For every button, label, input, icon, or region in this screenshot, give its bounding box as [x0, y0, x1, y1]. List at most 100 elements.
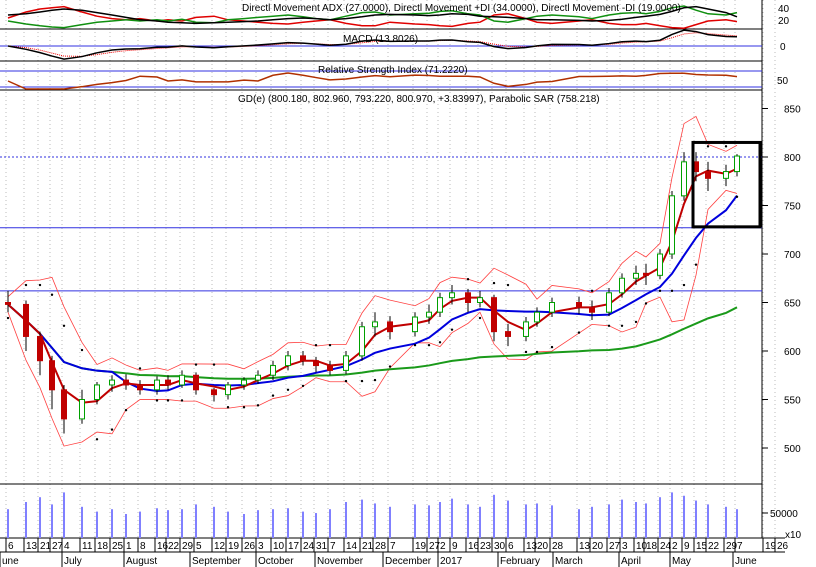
- y-tick-label: 700: [784, 250, 801, 261]
- parabolic-sar-dot: [607, 324, 611, 327]
- volume-bar: [707, 504, 709, 538]
- x-tick-label: 12: [214, 541, 226, 552]
- rsi-title: Relative Strength Index (71.2220): [318, 65, 468, 76]
- x-tick-label: 19: [415, 541, 427, 552]
- y-tick-label: 850: [784, 105, 801, 116]
- candle-body: [505, 331, 511, 337]
- parabolic-sar-dot: [314, 343, 318, 347]
- parabolic-sar-dot: [577, 331, 581, 334]
- parabolic-sar-dot: [38, 283, 42, 287]
- parabolic-sar-dot: [80, 348, 84, 352]
- y-tick-label: 800: [784, 153, 801, 164]
- parabolic-sar-dot: [438, 341, 442, 344]
- candle-body: [193, 374, 199, 391]
- x-tick-label: 27: [609, 541, 621, 552]
- candle-body: [681, 161, 687, 197]
- volume-bar: [725, 506, 727, 538]
- candle-body: [449, 292, 455, 299]
- rsi-panel: [0, 70, 762, 90]
- rsi-line: [7, 72, 738, 90]
- highlight-box: [691, 140, 762, 229]
- volume-bar: [96, 511, 98, 538]
- x-tick-label: 10: [273, 541, 285, 552]
- rsi-tick-label: 50: [777, 76, 789, 87]
- parabolic-sar-dot: [155, 399, 159, 402]
- volume-bar: [7, 509, 9, 538]
- x-tick-label: 17: [288, 541, 300, 552]
- volume-bar: [63, 492, 65, 538]
- parabolic-sar-dot: [492, 281, 496, 285]
- volume-bar: [315, 513, 317, 538]
- candle-body: [437, 297, 443, 313]
- parabolic-sar-dot: [590, 289, 594, 293]
- parabolic-sar-dot: [478, 316, 482, 320]
- x-tick-label: 27: [52, 541, 64, 552]
- volume-bar: [493, 494, 495, 538]
- x-tick-label: 23: [480, 541, 492, 552]
- parabolic-sar-dot: [658, 289, 662, 293]
- month-label: June: [735, 556, 757, 567]
- parabolic-sar-dot: [706, 145, 710, 148]
- month-label: August: [126, 556, 157, 567]
- x-tick-label: 16: [468, 541, 480, 552]
- parabolic-sar-dot: [124, 408, 128, 412]
- candle-body: [79, 399, 85, 420]
- volume-bar: [428, 505, 430, 538]
- parabolic-sar-dot: [466, 278, 470, 281]
- volume-bar: [257, 510, 259, 538]
- candle-body: [576, 302, 582, 308]
- month-label: April: [621, 556, 641, 567]
- parabolic-sar-dot: [226, 406, 230, 409]
- volume-bar: [51, 504, 53, 538]
- x-tick-label: 16: [157, 541, 169, 552]
- x-tick-label: 3: [258, 541, 264, 552]
- volume-bar: [213, 506, 215, 538]
- x-tick-label: 21: [40, 541, 52, 552]
- candle-body: [606, 292, 612, 313]
- candle-body: [549, 302, 555, 313]
- volume-bar: [329, 509, 331, 538]
- candle-body: [23, 303, 29, 337]
- volume-bar: [156, 508, 158, 538]
- parabolic-sar-dot: [271, 394, 275, 397]
- volume-bar: [551, 505, 553, 538]
- macd-line: [7, 29, 738, 60]
- candle-body: [657, 253, 663, 276]
- month-label: October: [258, 556, 294, 567]
- parabolic-sar-dot: [388, 365, 392, 368]
- x-tick-label: 31: [316, 541, 328, 552]
- parabolic-sar-dot: [360, 379, 364, 383]
- gridlines: [5, 0, 776, 538]
- parabolic-sar-dot: [670, 289, 674, 293]
- x-tick-label: 15: [696, 541, 708, 552]
- candle-body: [154, 379, 160, 391]
- candle-body: [465, 292, 471, 303]
- volume-bar: [525, 504, 527, 538]
- volume-bar: [414, 504, 416, 538]
- candle-body: [669, 195, 675, 255]
- x-tick-label: 13: [26, 541, 38, 552]
- candle-body: [270, 365, 276, 376]
- x-tick-label: 29: [182, 541, 194, 552]
- candle-body: [619, 277, 625, 294]
- candle-body: [165, 379, 171, 386]
- candle-body: [372, 321, 378, 328]
- candle-body: [343, 355, 349, 371]
- candle-body: [241, 379, 247, 386]
- candle-body: [359, 326, 365, 357]
- parabolic-sar-dot: [550, 345, 554, 349]
- parabolic-sar-dot: [6, 316, 10, 320]
- volume-bar: [227, 511, 229, 538]
- x-tick-label: 2: [672, 541, 678, 552]
- volume-bar: [374, 503, 376, 538]
- volume-bar: [243, 514, 245, 538]
- candle-body: [179, 374, 185, 386]
- month-label: July: [64, 556, 82, 567]
- x-tick-label: 19: [765, 541, 777, 552]
- bollinger-lower: [7, 189, 738, 447]
- x-tick-label: 9: [684, 541, 690, 552]
- x-tick-label: 21: [362, 541, 374, 552]
- volume-tick-label: 50000: [770, 509, 798, 520]
- parabolic-sar-dot: [110, 428, 114, 431]
